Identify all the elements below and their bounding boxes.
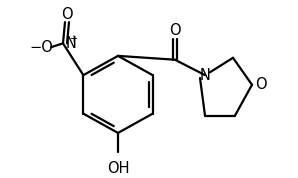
Text: O: O bbox=[169, 23, 181, 38]
Text: O: O bbox=[255, 77, 267, 92]
Text: O: O bbox=[61, 7, 73, 22]
Text: +: + bbox=[69, 33, 77, 44]
Text: OH: OH bbox=[107, 161, 129, 176]
Text: −O: −O bbox=[29, 40, 53, 55]
Text: N: N bbox=[200, 68, 210, 83]
Text: N: N bbox=[66, 36, 77, 51]
